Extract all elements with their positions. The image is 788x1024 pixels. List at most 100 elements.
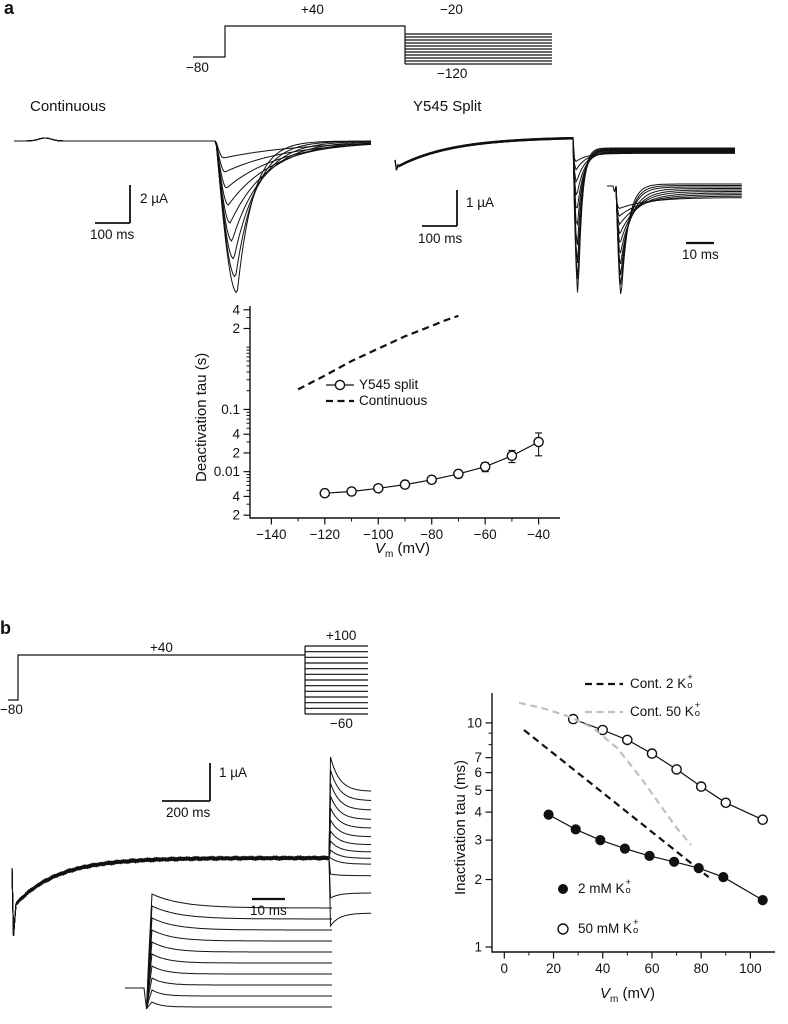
current-trace	[394, 137, 735, 184]
marker-open-circle	[319, 487, 331, 499]
current-trace	[146, 1001, 332, 1010]
inactivation-y-axis-label: Inactivation tau (ms)	[452, 759, 469, 895]
protocol-a-step	[193, 25, 406, 64]
x-tick-label: −140	[256, 527, 286, 542]
inactivation-plot: 0 20 40 60 80 100 10 76 5 4 3 2 1	[467, 693, 775, 976]
y-tick-label: 4	[232, 427, 240, 442]
x-tick-label: −80	[420, 527, 443, 542]
current-trace	[11, 756, 372, 937]
y-tick-label: 10	[467, 715, 482, 730]
scalebar-a-right-time-label: 100 ms	[418, 231, 463, 246]
y-tick-label: 4	[232, 302, 240, 317]
legend-b-cont-50k-label: Cont. 50 K + o	[630, 700, 701, 720]
current-trace	[11, 855, 372, 937]
legend-a-continuous-label: Continuous	[359, 393, 428, 408]
axes	[491, 693, 775, 953]
y-tick-label: 2	[232, 508, 240, 523]
y-tick-label: 7	[474, 750, 482, 765]
protocol-b	[8, 645, 368, 715]
y-tick-label: 6	[474, 765, 482, 780]
current-trace	[146, 953, 332, 1010]
deactivation-x-axis-label: Vm (mV)	[375, 540, 431, 560]
legend-b-open-circle-sample	[557, 923, 569, 935]
current-trace	[146, 989, 332, 1010]
x-tick-label: 100	[739, 961, 762, 976]
current-trace	[14, 137, 371, 278]
legend-b-cont-2k-label: Cont. 2 K + o	[630, 672, 693, 692]
traces-y545	[394, 136, 735, 293]
marker-filled-circle	[570, 824, 581, 835]
current-trace	[11, 849, 372, 937]
current-trace	[615, 185, 742, 217]
current-trace	[11, 855, 372, 937]
axes	[249, 306, 560, 519]
current-trace	[146, 977, 332, 1010]
trace-title-continuous: Continuous	[30, 98, 106, 115]
current-trace	[11, 769, 372, 937]
marker-open-circle	[695, 781, 707, 792]
scalebar-a-left-time-label: 100 ms	[90, 227, 135, 242]
marker-filled-circle	[644, 850, 655, 862]
inset-artifact	[125, 987, 147, 1010]
x-tick-label: 80	[694, 961, 709, 976]
current-trace	[615, 183, 742, 294]
inactivation-x-axis-label: Vm (mV)	[600, 985, 656, 1005]
marker-open-circle	[426, 474, 438, 486]
marker-open-circle	[506, 450, 518, 462]
marker-open-circle	[453, 468, 464, 480]
current-trace	[394, 137, 735, 171]
x-tick-label: 40	[595, 961, 610, 976]
scalebar-b	[162, 763, 211, 802]
current-trace	[11, 855, 372, 937]
y-tick-label: 4	[232, 489, 240, 504]
current-trace	[14, 137, 372, 224]
current-trace	[146, 905, 332, 1010]
current-trace	[11, 855, 372, 937]
current-trace	[11, 839, 372, 937]
protocol-b-step-label: +40	[150, 640, 173, 655]
protocol-a-fan-bottom-label: −120	[437, 66, 468, 81]
y-tick-label: 0.1	[221, 402, 240, 417]
current-trace	[615, 185, 742, 209]
trace-title-y545-split: Y545 Split	[413, 98, 482, 115]
marker-open-circle	[622, 734, 633, 746]
traces-b-inset	[125, 893, 332, 1010]
y-tick-label: 2	[232, 321, 240, 336]
scalebar-a-right-amp-label: 1 µA	[466, 195, 495, 210]
marker-open-circle	[372, 482, 384, 494]
legend-b-2mm-label: 2 mM K + o	[578, 877, 632, 897]
marker-open-circle	[720, 797, 732, 809]
marker-open-circle	[757, 814, 769, 826]
protocol-b-step	[8, 646, 306, 714]
scalebar-a-right	[422, 190, 458, 227]
current-trace	[146, 893, 332, 1010]
marker-open-circle	[567, 713, 579, 725]
panel-b-label: b	[0, 618, 11, 638]
x-tick-label: 60	[644, 961, 659, 976]
x-tick-label: −60	[474, 527, 497, 542]
legend-samples	[326, 379, 623, 935]
traces-y545-inset	[607, 183, 742, 294]
current-trace	[14, 137, 371, 260]
marker-open-circle	[346, 486, 357, 497]
x-tick-label: 0	[501, 961, 509, 976]
current-trace	[14, 137, 372, 242]
current-trace	[615, 185, 742, 226]
deactivation-y-axis-label: Deactivation tau (s)	[193, 352, 210, 482]
legend-a-open-circle-sample	[334, 379, 346, 391]
protocol-a	[193, 25, 552, 65]
protocol-a-fan-top-label: −20	[440, 2, 463, 17]
traces-continuous	[14, 137, 372, 294]
marker-open-circle	[671, 764, 682, 775]
scalebar-b-inset-label: 10 ms	[250, 903, 287, 918]
series-line	[324, 441, 539, 494]
series-line	[523, 729, 710, 878]
protocol-a-holding-label: −80	[186, 60, 209, 75]
panel-a-label: a	[4, 0, 15, 18]
y-tick-label: 2	[232, 445, 240, 460]
marker-open-circle	[533, 436, 544, 448]
current-trace	[146, 917, 332, 1010]
scalebar-b-amp-label: 1 µA	[219, 765, 248, 780]
inset-artifact	[607, 185, 617, 193]
scalebar-b-time-label: 200 ms	[166, 805, 211, 820]
